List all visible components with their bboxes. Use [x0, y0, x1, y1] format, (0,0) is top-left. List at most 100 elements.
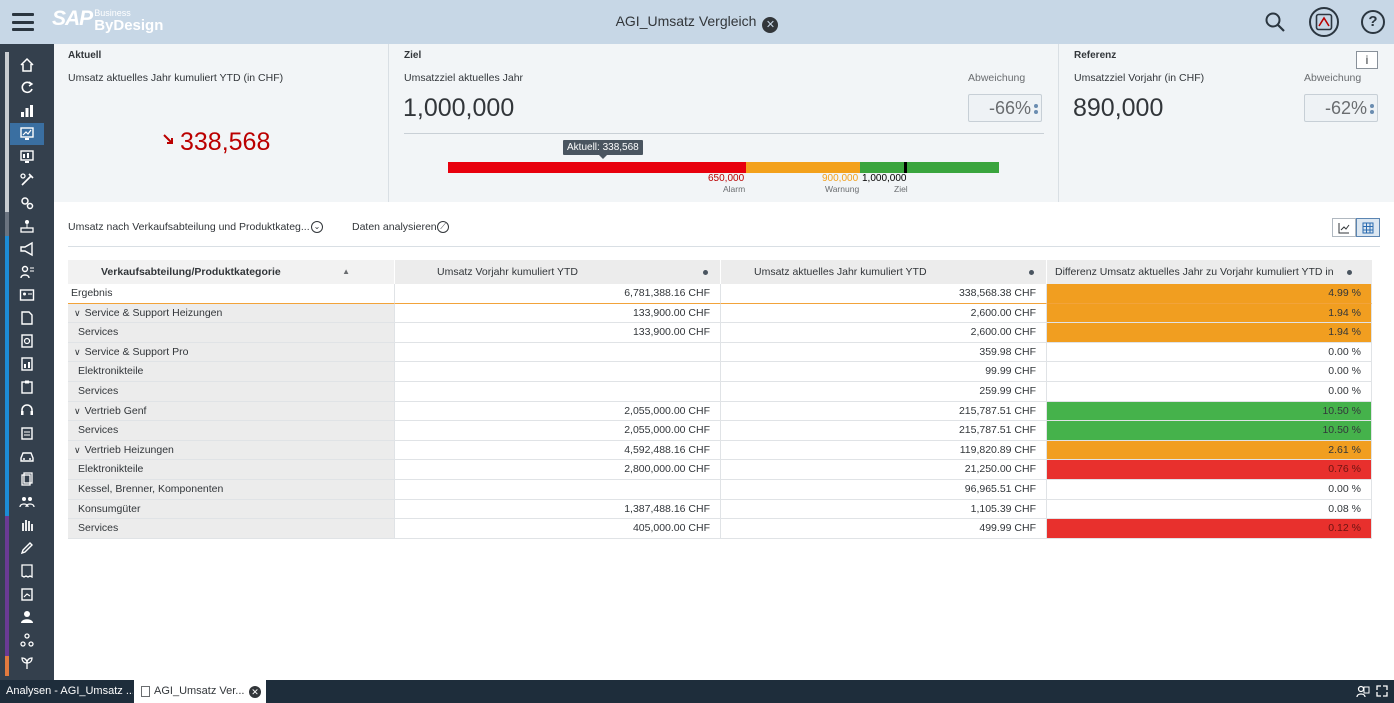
navigation-icon[interactable]: [1309, 7, 1339, 37]
kpi-header: Aktuell Umsatz aktuelles Jahr kumuliert …: [54, 44, 1394, 202]
campaign-icon[interactable]: [10, 238, 44, 260]
sap-logo[interactable]: SAP Business ByDesign: [52, 8, 163, 36]
support-icon[interactable]: [10, 399, 44, 421]
table-row[interactable]: Elektronikteile 2,800,000.00 CHF 21,250.00…: [68, 460, 1372, 480]
table-row[interactable]: Services 405,000.00 CHF 499.99 CHF 0.12 %: [68, 519, 1372, 539]
edit-icon[interactable]: [10, 537, 44, 559]
row-label-cell[interactable]: ∨ Service & Support Pro: [68, 342, 395, 363]
diff-cell: 2.61 %: [1047, 440, 1372, 461]
network-icon[interactable]: [10, 629, 44, 651]
table-row[interactable]: Elektronikteile 99.99 CHF 0.00 %: [68, 362, 1372, 382]
column-header-category[interactable]: Verkaufsabteilung/Produktkategorie ▲: [68, 260, 394, 284]
goal-label: Ziel: [894, 184, 908, 194]
row-label-cell[interactable]: ∨ Vertrieb Genf: [68, 401, 395, 422]
row-label: Vertrieb Genf: [84, 404, 147, 417]
analytics-icon[interactable]: [10, 123, 44, 145]
row-label-cell: Elektronikteile: [68, 460, 395, 480]
analyze-icon[interactable]: ⟋: [437, 221, 449, 233]
table-view-button[interactable]: [1356, 218, 1380, 237]
target-deviation-box: -66%: [968, 94, 1042, 122]
table-row[interactable]: ∨ Vertrieb Heizungen 4,592,488.16 CHF 119,8…: [68, 440, 1372, 461]
finance-icon[interactable]: [10, 583, 44, 605]
search-icon[interactable]: [1264, 11, 1286, 33]
sidebar-stripe-blue: [5, 236, 9, 516]
task-current-report[interactable]: AGI_Umsatz Ver... ✕: [134, 680, 266, 703]
close-icon[interactable]: ✕: [249, 686, 261, 698]
column-header-difference[interactable]: Differenz Umsatz aktuelles Jahr zu Vorja…: [1047, 260, 1372, 284]
column-header-label: Verkaufsabteilung/Produktkategorie: [101, 266, 281, 278]
row-label-cell: Services: [68, 519, 395, 539]
people-icon[interactable]: [10, 491, 44, 513]
expand-chevron-icon[interactable]: ∨: [74, 444, 81, 455]
expand-chevron-icon[interactable]: ∨: [74, 307, 81, 318]
table-row[interactable]: Kessel, Brenner, Komponenten 96,965.51 CH…: [68, 480, 1372, 500]
help-icon[interactable]: ?: [1361, 10, 1385, 34]
table-row[interactable]: Services 133,900.00 CHF 2,600.00 CHF 1.94 %: [68, 323, 1372, 343]
home-icon[interactable]: [10, 54, 44, 76]
settings-icon[interactable]: [10, 192, 44, 214]
id-card-icon[interactable]: [10, 284, 44, 306]
document-icon[interactable]: [10, 307, 44, 329]
bullet-warning-range: [746, 162, 860, 173]
sidebar-stripe-dark: [5, 212, 9, 236]
column-menu-icon[interactable]: [703, 270, 708, 275]
report-icon[interactable]: [10, 353, 44, 375]
receipt-icon[interactable]: [10, 560, 44, 582]
close-icon[interactable]: ✕: [762, 17, 779, 33]
shell-bar: SAP Business ByDesign AGI_Umsatz Verglei…: [0, 0, 1394, 44]
row-label-cell[interactable]: ∨ Service & Support Heizungen: [68, 303, 395, 324]
logo-sub2: ByDesign: [94, 17, 164, 34]
bar-chart-icon[interactable]: [10, 100, 44, 122]
sort-ascending-icon[interactable]: ▲: [342, 267, 350, 276]
cur-cell: 2,600.00 CHF: [721, 303, 1047, 324]
dashboard-icon[interactable]: [10, 146, 44, 168]
table-row[interactable]: ∨ Service & Support Heizungen 133,900.00 C…: [68, 303, 1372, 324]
clipboard-icon[interactable]: [10, 376, 44, 398]
column-header-prev-year[interactable]: Umsatz Vorjahr kumuliert YTD: [395, 260, 720, 284]
table-row[interactable]: Ergebnis 6,781,388.16 CHF 338,568.38 CHF 4.…: [68, 284, 1372, 304]
expand-chevron-icon[interactable]: ∨: [74, 346, 81, 357]
bullet-goal-range: [860, 162, 999, 173]
menu-icon[interactable]: [12, 13, 34, 31]
table-row[interactable]: ∨ Service & Support Pro 359.98 CHF 0.00 %: [68, 342, 1372, 363]
cur-cell: 359.98 CHF: [721, 342, 1047, 363]
contacts-icon[interactable]: [10, 261, 44, 283]
cur-cell: 96,965.51 CHF: [721, 480, 1047, 500]
table-row[interactable]: Services 2,055,000.00 CHF 215,787.51 CHF 10…: [68, 421, 1372, 441]
status-dot: [1370, 110, 1374, 114]
info-button[interactable]: i: [1356, 51, 1378, 69]
checklist-icon[interactable]: [10, 422, 44, 444]
table-row[interactable]: ∨ Vertrieb Genf 2,055,000.00 CHF 215,787.51…: [68, 401, 1372, 422]
chevron-down-icon[interactable]: ⌄: [311, 221, 323, 233]
table-row[interactable]: Services 259.99 CHF 0.00 %: [68, 382, 1372, 402]
prev-cell: 133,900.00 CHF: [395, 323, 721, 343]
user-icon[interactable]: [10, 606, 44, 628]
hand-icon[interactable]: [10, 514, 44, 536]
goal-value: 1,000,000: [862, 173, 907, 184]
cur-cell: 338,568.38 CHF: [721, 284, 1047, 304]
tools-icon[interactable]: [10, 169, 44, 191]
task-analyses[interactable]: Analysen - AGI_Umsatz ...: [6, 685, 133, 697]
table-row[interactable]: Konsumgüter 1,387,488.16 CHF 1,105.39 CHF 0…: [68, 499, 1372, 520]
chart-view-button[interactable]: [1332, 218, 1356, 237]
hierarchy-icon[interactable]: [10, 215, 44, 237]
cur-cell: 499.99 CHF: [721, 519, 1047, 539]
column-menu-icon[interactable]: [1347, 270, 1352, 275]
fullscreen-icon[interactable]: [1375, 684, 1389, 698]
vehicle-icon[interactable]: [10, 445, 44, 467]
row-label: Elektronikteile: [78, 365, 144, 378]
files-icon[interactable]: [10, 468, 44, 490]
prev-cell: 2,800,000.00 CHF: [395, 460, 721, 480]
column-menu-icon[interactable]: [1029, 270, 1034, 275]
prev-cell: 2,055,000.00 CHF: [395, 421, 721, 441]
search-document-icon[interactable]: [10, 330, 44, 352]
analyze-data-link[interactable]: Daten analysieren: [352, 221, 437, 233]
view-selector[interactable]: Umsatz nach Verkaufsabteilung und Produk…: [68, 221, 310, 233]
row-label-cell[interactable]: ∨ Vertrieb Heizungen: [68, 440, 395, 461]
column-header-label: Umsatz aktuelles Jahr kumuliert YTD: [754, 266, 927, 278]
plant-icon[interactable]: [10, 652, 44, 674]
expand-chevron-icon[interactable]: ∨: [74, 405, 81, 416]
refresh-icon[interactable]: [10, 77, 44, 99]
contacts-icon[interactable]: [1356, 684, 1370, 698]
column-header-current-year[interactable]: Umsatz aktuelles Jahr kumuliert YTD: [721, 260, 1046, 284]
